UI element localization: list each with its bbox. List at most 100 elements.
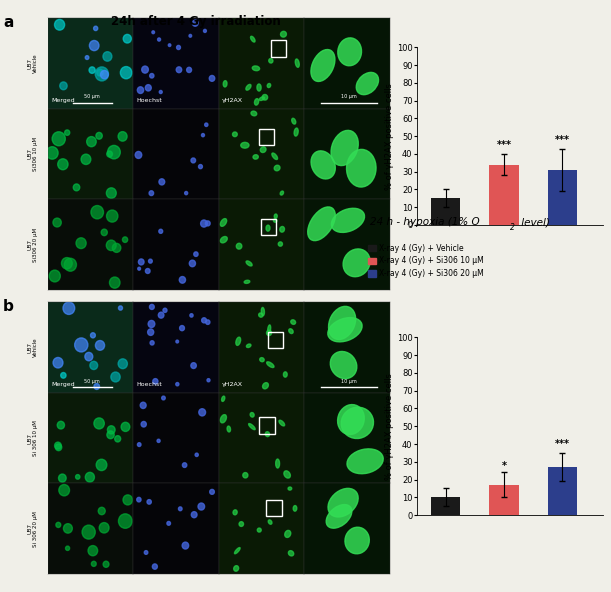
Ellipse shape <box>246 85 251 90</box>
Circle shape <box>198 503 205 510</box>
Text: U87
Si306 10 μM: U87 Si306 10 μM <box>27 137 38 171</box>
Circle shape <box>111 372 120 382</box>
Ellipse shape <box>262 95 268 100</box>
Circle shape <box>152 564 158 570</box>
Text: γH2AX: γH2AX <box>222 98 243 103</box>
Circle shape <box>162 396 165 400</box>
Ellipse shape <box>251 111 257 116</box>
Ellipse shape <box>346 149 376 187</box>
Circle shape <box>54 20 65 30</box>
Ellipse shape <box>329 306 356 339</box>
Circle shape <box>76 475 80 479</box>
Bar <box>271 40 287 57</box>
Circle shape <box>64 258 76 271</box>
Circle shape <box>73 184 80 191</box>
Circle shape <box>195 453 199 456</box>
Ellipse shape <box>221 237 227 243</box>
Ellipse shape <box>280 31 287 37</box>
Circle shape <box>62 258 72 269</box>
Circle shape <box>92 561 96 567</box>
Ellipse shape <box>311 50 335 82</box>
Text: a: a <box>3 15 13 30</box>
Circle shape <box>65 546 70 551</box>
Ellipse shape <box>295 59 299 67</box>
Ellipse shape <box>260 358 264 362</box>
Ellipse shape <box>284 471 290 478</box>
Circle shape <box>123 34 131 43</box>
Ellipse shape <box>250 413 254 417</box>
Circle shape <box>189 34 192 37</box>
Circle shape <box>135 152 142 159</box>
Circle shape <box>140 402 146 408</box>
Circle shape <box>106 240 116 250</box>
Circle shape <box>63 302 75 314</box>
Ellipse shape <box>308 207 335 240</box>
Circle shape <box>49 270 60 282</box>
Text: U87
Vehicle: U87 Vehicle <box>27 53 38 73</box>
Text: Hoechst: Hoechst <box>137 382 163 387</box>
Circle shape <box>103 561 109 567</box>
Circle shape <box>103 52 112 61</box>
Circle shape <box>145 269 150 274</box>
Ellipse shape <box>288 551 294 556</box>
Ellipse shape <box>338 38 362 66</box>
Circle shape <box>88 546 98 556</box>
Ellipse shape <box>266 225 270 231</box>
Circle shape <box>54 442 61 449</box>
Circle shape <box>75 338 88 352</box>
Bar <box>431 497 460 515</box>
Ellipse shape <box>356 72 379 95</box>
Text: 24 h - hypoxia (1% O: 24 h - hypoxia (1% O <box>370 217 480 227</box>
Ellipse shape <box>331 130 358 166</box>
Ellipse shape <box>221 414 227 423</box>
Circle shape <box>115 436 121 442</box>
Circle shape <box>137 497 141 502</box>
Circle shape <box>199 165 202 169</box>
Circle shape <box>122 237 128 243</box>
Ellipse shape <box>291 320 296 324</box>
Circle shape <box>106 188 116 198</box>
Circle shape <box>159 229 163 233</box>
Circle shape <box>148 259 152 263</box>
Circle shape <box>200 220 207 227</box>
Circle shape <box>107 151 112 157</box>
Ellipse shape <box>221 218 227 226</box>
Ellipse shape <box>331 352 357 379</box>
Text: Hoechst: Hoechst <box>137 98 163 103</box>
Circle shape <box>205 123 208 127</box>
Ellipse shape <box>268 520 272 525</box>
Circle shape <box>95 340 104 350</box>
Circle shape <box>87 137 97 147</box>
Ellipse shape <box>258 313 263 317</box>
Circle shape <box>56 522 60 527</box>
Ellipse shape <box>246 261 252 266</box>
Text: Merged: Merged <box>51 382 75 387</box>
Circle shape <box>177 46 180 50</box>
Text: ***: *** <box>555 135 570 145</box>
Circle shape <box>191 158 196 163</box>
Circle shape <box>179 276 186 283</box>
Circle shape <box>191 511 197 518</box>
Ellipse shape <box>328 318 362 342</box>
Ellipse shape <box>236 337 241 345</box>
Circle shape <box>96 133 102 139</box>
Circle shape <box>189 260 196 267</box>
Circle shape <box>59 474 66 482</box>
Circle shape <box>176 340 178 343</box>
Ellipse shape <box>263 382 268 389</box>
Circle shape <box>137 443 141 446</box>
Circle shape <box>81 154 91 165</box>
Circle shape <box>60 372 66 378</box>
Ellipse shape <box>274 214 277 218</box>
Ellipse shape <box>227 426 230 432</box>
Ellipse shape <box>262 307 265 316</box>
Circle shape <box>86 472 95 482</box>
Ellipse shape <box>343 249 370 276</box>
Circle shape <box>91 205 103 219</box>
Circle shape <box>120 66 132 79</box>
Circle shape <box>96 459 107 471</box>
Text: 50 μm: 50 μm <box>84 379 100 384</box>
Circle shape <box>93 26 98 31</box>
Circle shape <box>180 326 185 331</box>
Text: Merged: Merged <box>51 98 75 103</box>
